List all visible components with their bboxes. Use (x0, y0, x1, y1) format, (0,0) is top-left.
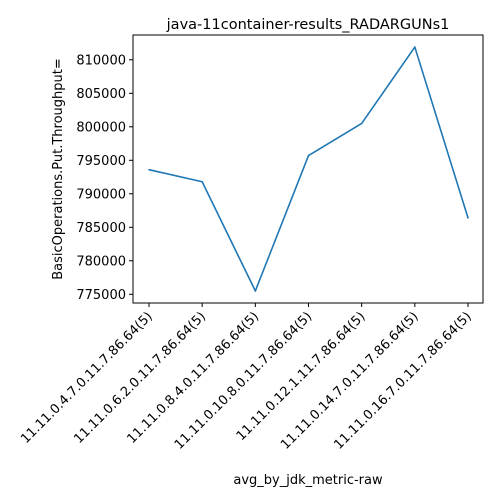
plot-area (132, 34, 484, 304)
y-tick-label: 780000 (76, 254, 126, 269)
data-point (467, 217, 469, 219)
y-tick-label: 795000 (76, 154, 126, 169)
y-tick-label: 790000 (76, 187, 126, 202)
data-point (254, 290, 257, 292)
y-axis-label: BasicOperations.Put.Throughput= (51, 58, 66, 280)
data-point (307, 154, 310, 157)
y-tick-label: 805000 (76, 87, 126, 102)
y-tick-label: 810000 (76, 53, 126, 68)
chart-title: java-11container-results_RADARGUNs1 (166, 17, 450, 33)
data-point (414, 46, 416, 48)
x-axis-label: avg_by_jdk_metric-raw (233, 473, 383, 488)
data-point (201, 180, 203, 183)
x-axis: 11.11.0.4.7.0.11.7.86.64(5)11.11.0.6.2.0… (18, 303, 475, 453)
series-layer (148, 46, 469, 292)
data-point (360, 122, 363, 125)
data-point (148, 168, 150, 171)
y-axis: 775000 780000 785000 790000 795000 800000 8050… (76, 53, 133, 303)
series-line (148, 46, 469, 292)
y-tick-label: 800000 (76, 120, 126, 135)
y-tick-label: 775000 (76, 288, 126, 303)
y-tick-label: 785000 (76, 221, 126, 236)
